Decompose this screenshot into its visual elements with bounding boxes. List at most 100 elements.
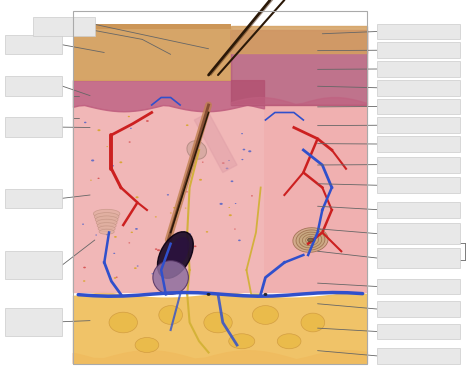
Ellipse shape [187, 141, 207, 159]
Ellipse shape [93, 209, 120, 218]
Bar [5, 76, 62, 96]
Ellipse shape [97, 129, 100, 131]
Polygon shape [73, 81, 264, 112]
Bar [73, 24, 231, 81]
Ellipse shape [82, 224, 84, 225]
Ellipse shape [146, 120, 149, 122]
Ellipse shape [202, 162, 204, 163]
Ellipse shape [277, 334, 301, 349]
Ellipse shape [251, 195, 253, 196]
Ellipse shape [153, 261, 188, 294]
Bar [377, 279, 460, 294]
Ellipse shape [109, 312, 137, 333]
Bar [5, 117, 62, 137]
Ellipse shape [229, 214, 232, 216]
Bar [377, 223, 460, 244]
Ellipse shape [226, 168, 228, 170]
Ellipse shape [95, 234, 97, 236]
Ellipse shape [235, 203, 237, 204]
Bar [377, 42, 460, 58]
Bar [377, 202, 460, 217]
Ellipse shape [119, 161, 122, 163]
Ellipse shape [157, 249, 160, 251]
Ellipse shape [252, 306, 279, 324]
Ellipse shape [155, 248, 157, 250]
Bar [5, 189, 62, 208]
Ellipse shape [96, 219, 117, 226]
Bar [377, 61, 460, 77]
Bar [5, 35, 62, 54]
Bar [264, 105, 367, 292]
Ellipse shape [243, 148, 245, 150]
Bar [377, 99, 460, 114]
Bar [377, 80, 460, 96]
Ellipse shape [84, 122, 86, 123]
Bar [5, 308, 62, 336]
Ellipse shape [264, 293, 267, 296]
Ellipse shape [219, 203, 223, 205]
Ellipse shape [222, 162, 225, 164]
Ellipse shape [167, 194, 169, 195]
Ellipse shape [113, 253, 115, 254]
Ellipse shape [98, 226, 115, 232]
Bar [377, 348, 460, 364]
Ellipse shape [207, 293, 210, 296]
Ellipse shape [206, 231, 208, 232]
Ellipse shape [99, 229, 114, 234]
Ellipse shape [241, 133, 243, 134]
Bar [73, 24, 231, 29]
Bar [377, 248, 460, 268]
Bar [73, 11, 367, 364]
Bar [33, 17, 95, 36]
Ellipse shape [186, 191, 188, 192]
Ellipse shape [248, 150, 251, 152]
Ellipse shape [159, 306, 182, 324]
Ellipse shape [194, 245, 197, 247]
Bar [377, 301, 460, 317]
Polygon shape [73, 292, 367, 364]
Ellipse shape [130, 128, 132, 129]
Ellipse shape [128, 116, 130, 117]
Ellipse shape [112, 165, 114, 166]
Ellipse shape [155, 216, 157, 217]
Ellipse shape [238, 240, 241, 241]
Ellipse shape [204, 312, 232, 333]
Ellipse shape [234, 228, 236, 230]
Ellipse shape [296, 230, 325, 250]
Ellipse shape [137, 266, 138, 267]
Bar [377, 157, 460, 172]
Ellipse shape [135, 338, 159, 352]
Ellipse shape [131, 232, 133, 233]
Polygon shape [231, 98, 367, 105]
Ellipse shape [98, 178, 100, 179]
Polygon shape [231, 30, 367, 105]
Ellipse shape [157, 232, 193, 278]
Bar [377, 136, 460, 152]
Bar [377, 24, 460, 39]
Polygon shape [194, 112, 237, 172]
Bar [377, 177, 460, 193]
Ellipse shape [167, 254, 169, 255]
Ellipse shape [241, 159, 244, 160]
Ellipse shape [91, 159, 94, 162]
Ellipse shape [152, 273, 154, 274]
Ellipse shape [173, 268, 177, 270]
Ellipse shape [301, 313, 325, 332]
Ellipse shape [199, 179, 202, 181]
Ellipse shape [170, 212, 172, 214]
Ellipse shape [114, 277, 116, 279]
Ellipse shape [95, 216, 118, 223]
Polygon shape [231, 26, 367, 53]
Bar [5, 251, 62, 279]
Ellipse shape [135, 228, 138, 230]
Ellipse shape [231, 180, 233, 182]
Ellipse shape [166, 237, 189, 269]
Ellipse shape [302, 234, 319, 246]
Bar [377, 324, 460, 339]
Ellipse shape [97, 223, 116, 229]
Ellipse shape [308, 238, 313, 242]
Polygon shape [73, 105, 367, 292]
Ellipse shape [228, 207, 230, 208]
Ellipse shape [94, 213, 119, 221]
Ellipse shape [106, 234, 108, 235]
